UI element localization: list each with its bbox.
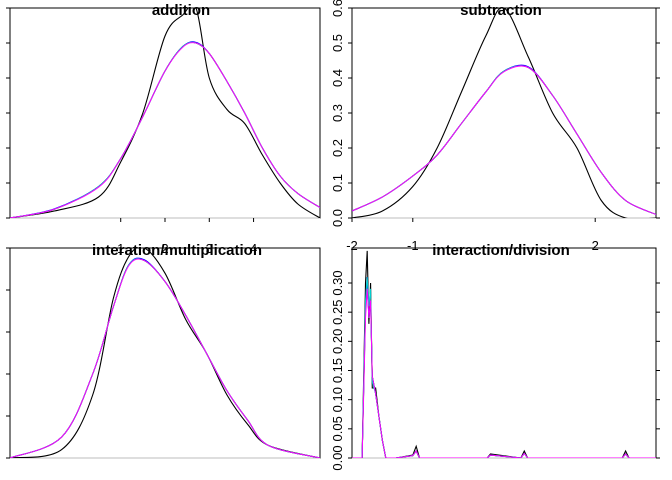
y-tick-label: 0.00 [330, 445, 345, 470]
density-line-4 [352, 277, 656, 458]
density-line-1 [352, 8, 656, 218]
plot-frame [351, 247, 657, 459]
y-tick-label: 0.05 [330, 416, 345, 441]
density-line-2 [10, 258, 320, 458]
y-tick-label: 0.2 [330, 139, 345, 157]
density-line-5 [352, 65, 656, 215]
panel-3: interation/multiplication [6, 242, 321, 459]
plot-frame [9, 7, 321, 219]
panel-title: subtraction [460, 2, 542, 19]
density-line-4 [10, 41, 320, 218]
y-tick-label: 0.10 [330, 387, 345, 412]
density-line-5 [352, 277, 656, 458]
x-tick-label: -1 [407, 238, 419, 253]
y-tick-label: 0.0 [330, 209, 345, 227]
plot-frame [9, 247, 321, 459]
density-line-5 [10, 41, 320, 218]
series-group [10, 8, 320, 218]
plot-frame [351, 7, 657, 219]
panel-title: interaction/division [432, 242, 570, 259]
density-line-2 [352, 288, 656, 458]
density-line-6 [352, 288, 656, 458]
density-line-1 [10, 8, 320, 218]
density-line-6 [10, 42, 320, 218]
series-group [10, 248, 320, 458]
y-tick-label: 0.25 [330, 300, 345, 325]
panel-title: interation/multiplication [92, 242, 262, 259]
density-line-2 [352, 65, 656, 215]
density-line-5 [10, 258, 320, 458]
y-tick-label: 0.4 [330, 69, 345, 87]
density-line-4 [10, 257, 320, 458]
y-tick-label: 0.6 [330, 0, 345, 17]
density-line-3 [352, 65, 656, 215]
y-tick-label: 0.5 [330, 34, 345, 52]
y-tick-label: 0.15 [330, 358, 345, 383]
series-group [352, 250, 656, 458]
y-tick-label: 0.1 [330, 174, 345, 192]
panel-2: 0.0 0.1 0.2 0.3 0.4 0.5 0.6 -2 -1 2 subtraction [330, 0, 660, 253]
y-tick-label: 0.3 [330, 104, 345, 122]
y-tick-label: 0.20 [330, 329, 345, 354]
density-line-1 [10, 248, 320, 458]
density-line-3 [10, 258, 320, 458]
density-line-4 [352, 64, 656, 215]
density-line-2 [10, 41, 320, 218]
panel-title: addition [152, 2, 210, 19]
density-line-1 [352, 250, 656, 458]
panel-4: 0.00 0.05 0.10 0.15 0.20 0.25 0.30 interaction/… [330, 242, 660, 471]
x-tick-label: -2 [346, 238, 358, 253]
x-tick-label: 2 [592, 238, 599, 253]
density-line-3 [352, 282, 656, 458]
series-group [352, 8, 656, 218]
density-line-6 [10, 258, 320, 458]
density-line-6 [352, 65, 656, 215]
density-line-3 [10, 41, 320, 218]
y-tick-label: 0.30 [330, 270, 345, 295]
